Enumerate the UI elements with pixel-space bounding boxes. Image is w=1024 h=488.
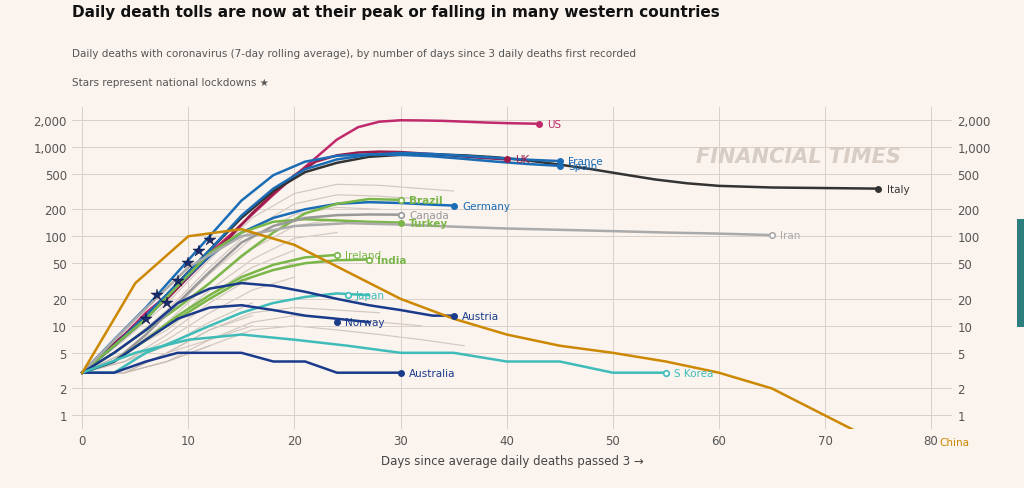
Text: Daily death tolls are now at their peak or falling in many western countries: Daily death tolls are now at their peak … <box>72 5 720 20</box>
Text: France: France <box>568 157 603 167</box>
Text: S Korea: S Korea <box>675 368 714 378</box>
Text: Norway: Norway <box>345 318 385 327</box>
Text: Austria: Austria <box>462 311 500 321</box>
Text: US: US <box>547 120 561 129</box>
Text: Daily deaths with coronavirus (7-day rolling average), by number of days since 3: Daily deaths with coronavirus (7-day rol… <box>72 49 636 59</box>
Text: Germany: Germany <box>462 201 510 211</box>
Text: Brazil: Brazil <box>409 195 442 205</box>
Text: Stars represent national lockdowns ★: Stars represent national lockdowns ★ <box>72 78 268 88</box>
Text: Canada: Canada <box>409 210 449 220</box>
Text: Turkey: Turkey <box>409 218 449 228</box>
Text: Spain: Spain <box>568 162 597 171</box>
X-axis label: Days since average daily deaths passed 3 →: Days since average daily deaths passed 3… <box>381 454 643 467</box>
Text: Japan: Japan <box>356 290 385 301</box>
Text: Iran: Iran <box>780 231 801 241</box>
Text: UK: UK <box>515 155 529 165</box>
Text: China: China <box>940 438 970 447</box>
Text: Australia: Australia <box>409 368 456 378</box>
Text: Italy: Italy <box>887 184 909 194</box>
Text: Ireland: Ireland <box>345 250 382 260</box>
Text: India: India <box>377 255 407 265</box>
Text: FINANCIAL TIMES: FINANCIAL TIMES <box>696 146 901 166</box>
